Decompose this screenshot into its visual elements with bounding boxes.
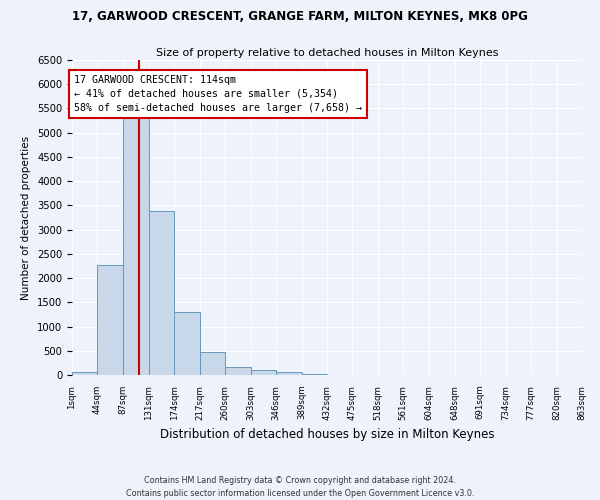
Bar [200, 352, 225, 375]
Bar [302, 374, 327, 375]
Bar [72, 372, 97, 375]
Bar [175, 312, 200, 375]
Bar [149, 211, 175, 375]
Bar [251, 370, 276, 375]
X-axis label: Distribution of detached houses by size in Milton Keynes: Distribution of detached houses by size … [160, 428, 494, 441]
Bar [97, 265, 123, 375]
Bar [123, 112, 149, 375]
Text: 17, GARWOOD CRESCENT, GRANGE FARM, MILTON KEYNES, MK8 0PG: 17, GARWOOD CRESCENT, GRANGE FARM, MILTO… [72, 10, 528, 23]
Title: Size of property relative to detached houses in Milton Keynes: Size of property relative to detached ho… [156, 48, 498, 58]
Bar [276, 372, 302, 375]
Bar [225, 367, 251, 375]
Text: Contains HM Land Registry data © Crown copyright and database right 2024.
Contai: Contains HM Land Registry data © Crown c… [126, 476, 474, 498]
Text: 17 GARWOOD CRESCENT: 114sqm
← 41% of detached houses are smaller (5,354)
58% of : 17 GARWOOD CRESCENT: 114sqm ← 41% of det… [74, 74, 362, 112]
Y-axis label: Number of detached properties: Number of detached properties [22, 136, 31, 300]
